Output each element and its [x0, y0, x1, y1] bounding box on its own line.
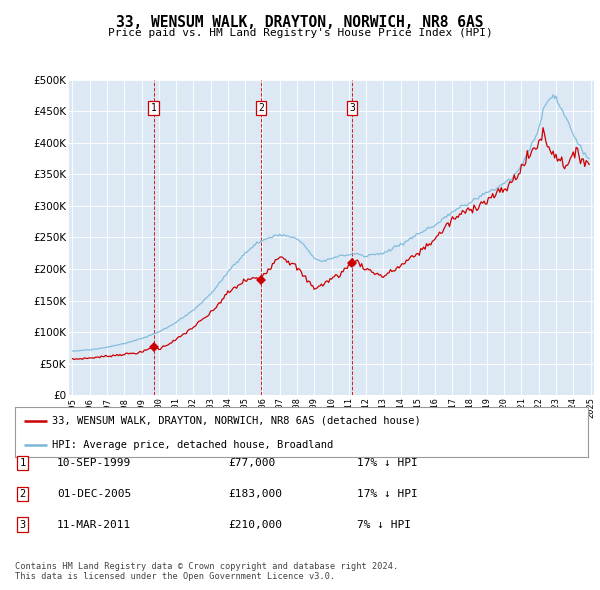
Text: 7% ↓ HPI: 7% ↓ HPI — [357, 520, 411, 529]
Text: HPI: Average price, detached house, Broadland: HPI: Average price, detached house, Broa… — [52, 440, 334, 450]
Text: 33, WENSUM WALK, DRAYTON, NORWICH, NR8 6AS (detached house): 33, WENSUM WALK, DRAYTON, NORWICH, NR8 6… — [52, 415, 421, 425]
Text: 1: 1 — [20, 458, 26, 468]
Text: 3: 3 — [349, 103, 355, 113]
Text: 10-SEP-1999: 10-SEP-1999 — [57, 458, 131, 468]
Text: 01-DEC-2005: 01-DEC-2005 — [57, 489, 131, 499]
Text: 11-MAR-2011: 11-MAR-2011 — [57, 520, 131, 529]
Text: 17% ↓ HPI: 17% ↓ HPI — [357, 489, 418, 499]
Text: £210,000: £210,000 — [228, 520, 282, 529]
Text: 17% ↓ HPI: 17% ↓ HPI — [357, 458, 418, 468]
Text: 1: 1 — [151, 103, 157, 113]
Text: Price paid vs. HM Land Registry's House Price Index (HPI): Price paid vs. HM Land Registry's House … — [107, 28, 493, 38]
Text: 33, WENSUM WALK, DRAYTON, NORWICH, NR8 6AS: 33, WENSUM WALK, DRAYTON, NORWICH, NR8 6… — [116, 15, 484, 30]
Text: Contains HM Land Registry data © Crown copyright and database right 2024.
This d: Contains HM Land Registry data © Crown c… — [15, 562, 398, 581]
Text: 3: 3 — [20, 520, 26, 529]
Text: £77,000: £77,000 — [228, 458, 275, 468]
Text: 2: 2 — [258, 103, 264, 113]
Text: £183,000: £183,000 — [228, 489, 282, 499]
Text: 2: 2 — [20, 489, 26, 499]
